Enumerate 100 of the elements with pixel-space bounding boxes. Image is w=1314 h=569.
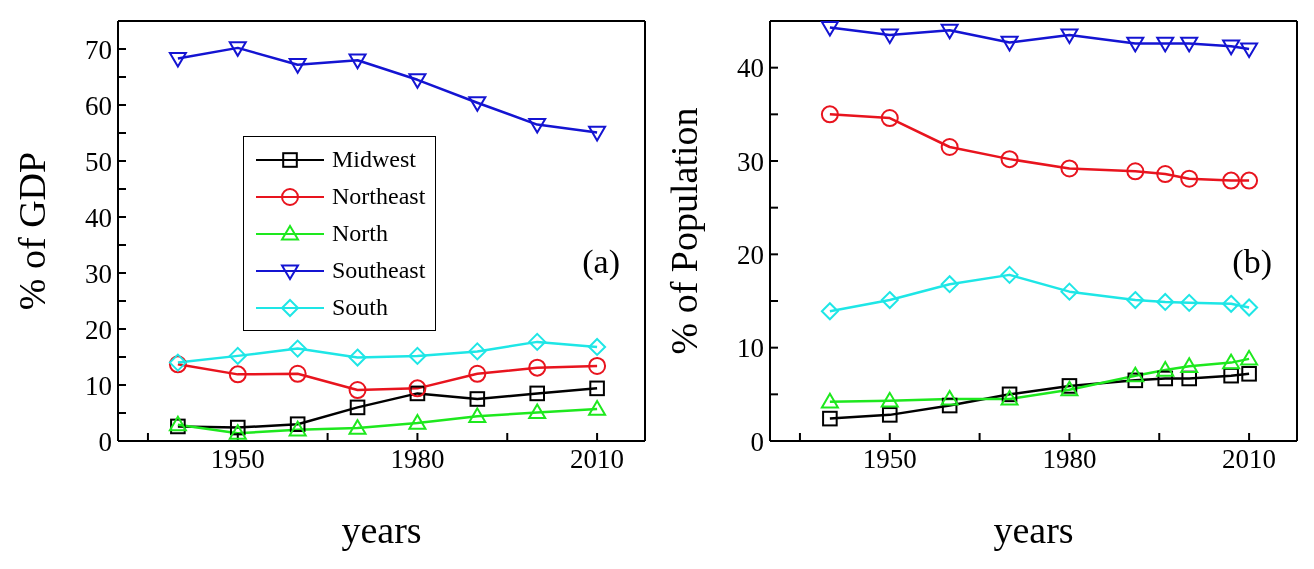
y-tick-label: 0 [98, 426, 112, 457]
x-tick-label: 1950 [862, 444, 917, 475]
y-tick-label: 10 [85, 370, 112, 401]
point [940, 23, 959, 40]
point [408, 379, 427, 398]
point [1156, 292, 1175, 311]
y-tick-label: 30 [85, 258, 112, 289]
point [1157, 370, 1174, 387]
point [1000, 265, 1019, 284]
y-tick-label: 10 [737, 333, 764, 364]
x-tick-label: 1980 [390, 444, 445, 475]
point [1000, 35, 1019, 52]
point [528, 358, 547, 377]
point [228, 365, 247, 384]
x-tick-label: 2010 [1222, 444, 1277, 475]
point [288, 420, 307, 437]
point [228, 346, 247, 365]
point [588, 337, 607, 356]
point [1156, 36, 1175, 53]
point [880, 291, 899, 310]
y-tick-label: 40 [737, 53, 764, 84]
legend-label: South [332, 294, 389, 321]
x-tick-label: 1950 [210, 444, 265, 475]
point [1222, 39, 1241, 56]
point [469, 391, 486, 407]
point [1060, 28, 1079, 44]
point [1223, 367, 1239, 384]
point [348, 419, 367, 435]
point [288, 58, 307, 74]
point [348, 53, 367, 70]
point [349, 399, 366, 416]
point [1180, 36, 1199, 53]
point [1222, 171, 1241, 190]
point [1180, 293, 1199, 312]
y-tick-label: 30 [737, 146, 764, 177]
point [468, 96, 487, 112]
y-axis-title: % of GDP [11, 151, 54, 311]
x-axis-title: years [341, 509, 422, 551]
point [1156, 165, 1175, 184]
point [1000, 390, 1019, 406]
point [408, 346, 427, 365]
x-axis-title: years [993, 509, 1074, 551]
legend-label: Midwest [332, 146, 416, 173]
point [288, 339, 307, 358]
point [528, 332, 547, 351]
point [528, 118, 547, 134]
point [1222, 353, 1241, 370]
point [1180, 169, 1199, 188]
point [1241, 366, 1257, 382]
y-tick-label: 20 [85, 314, 112, 345]
point [820, 21, 839, 37]
point [1240, 349, 1259, 366]
point [588, 125, 607, 142]
legend-label: Northeast [332, 183, 426, 210]
point [228, 424, 247, 440]
point [1126, 291, 1145, 310]
point [941, 397, 958, 414]
point [288, 364, 307, 383]
point [468, 364, 487, 383]
point [1240, 42, 1259, 58]
legend-label: North [332, 220, 388, 247]
y-tick-label: 20 [737, 239, 764, 270]
point [940, 275, 959, 294]
point [1126, 366, 1145, 383]
point [880, 109, 899, 128]
point [588, 400, 607, 416]
point [881, 407, 898, 423]
legend-label: Southeast [332, 257, 426, 284]
y-tick-label: 60 [85, 90, 112, 121]
annotation: (b) [1232, 243, 1272, 281]
point [1060, 282, 1079, 301]
point [940, 138, 959, 156]
point [820, 105, 839, 124]
point [940, 390, 959, 406]
point [820, 302, 839, 321]
point [1180, 357, 1199, 373]
point [1222, 294, 1241, 313]
point [822, 410, 838, 427]
point [348, 381, 367, 400]
point [588, 356, 607, 375]
point [1240, 298, 1259, 317]
point [289, 416, 306, 432]
point [589, 380, 605, 397]
point [528, 403, 547, 420]
x-tick-label: 1980 [1042, 444, 1097, 475]
point [1156, 361, 1175, 377]
point [1240, 171, 1259, 190]
point [1126, 162, 1145, 181]
point [409, 385, 426, 402]
point [880, 391, 899, 408]
y-tick-label: 0 [750, 426, 764, 457]
point [348, 348, 367, 367]
point [228, 41, 247, 57]
annotation: (a) [582, 243, 620, 281]
point [408, 73, 427, 89]
x-tick-label: 2010 [570, 444, 625, 475]
point [1127, 372, 1144, 389]
y-axis-title: % of Population [663, 107, 706, 355]
point [408, 414, 427, 430]
y-tick-label: 70 [85, 34, 112, 65]
